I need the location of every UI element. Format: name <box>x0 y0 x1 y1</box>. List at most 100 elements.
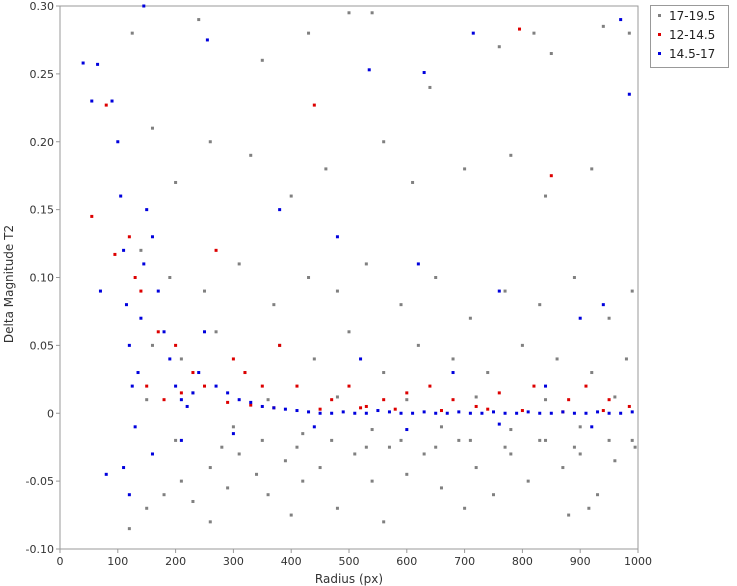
data-point-series-2 <box>243 371 247 375</box>
data-point-series-2 <box>330 398 334 402</box>
y-tick-label: 0.10 <box>30 272 55 285</box>
data-point-series-3 <box>98 289 102 293</box>
data-point-series-3 <box>627 92 631 96</box>
data-point-series-1 <box>624 357 628 361</box>
data-point-series-3 <box>191 391 195 395</box>
data-point-series-1 <box>596 493 600 497</box>
data-point-series-1 <box>266 493 270 497</box>
data-point-series-3 <box>584 411 588 415</box>
data-point-series-3 <box>561 410 565 414</box>
data-point-series-3 <box>471 31 475 35</box>
data-point-series-3 <box>136 371 140 375</box>
data-point-series-2 <box>359 406 363 410</box>
data-point-series-2 <box>113 252 117 256</box>
data-point-series-1 <box>231 425 235 429</box>
data-point-series-1 <box>578 425 582 429</box>
data-point-series-1 <box>509 153 513 157</box>
data-point-series-3 <box>96 62 100 66</box>
x-tick-label: 900 <box>570 555 591 568</box>
data-point-series-3 <box>607 411 611 415</box>
data-point-series-3 <box>353 411 357 415</box>
data-point-series-3 <box>359 357 363 361</box>
data-point-series-3 <box>214 384 218 388</box>
data-point-series-3 <box>619 18 623 22</box>
data-point-series-3 <box>142 262 146 266</box>
data-point-series-1 <box>509 452 513 456</box>
data-point-series-3 <box>422 410 426 414</box>
data-point-series-1 <box>335 395 339 399</box>
data-point-series-1 <box>364 262 368 266</box>
data-point-series-2 <box>156 330 160 334</box>
data-point-series-3 <box>307 410 311 414</box>
data-point-series-1 <box>474 395 478 399</box>
x-tick-label: 700 <box>454 555 475 568</box>
data-point-series-1 <box>503 445 507 449</box>
data-point-series-2 <box>584 384 588 388</box>
x-tick-label: 0 <box>57 555 64 568</box>
data-point-series-1 <box>439 486 443 490</box>
data-point-series-1 <box>260 58 264 62</box>
data-point-series-3 <box>457 410 461 414</box>
data-point-series-3 <box>162 330 166 334</box>
x-tick-label: 400 <box>281 555 302 568</box>
legend-label-series-3: 14.5-17 <box>669 46 716 61</box>
data-point-series-1 <box>590 371 594 375</box>
data-point-series-3 <box>226 391 230 395</box>
data-point-series-1 <box>272 303 276 307</box>
data-point-series-1 <box>174 438 178 442</box>
data-point-series-1 <box>439 425 443 429</box>
data-point-series-3 <box>122 466 126 470</box>
data-point-series-2 <box>497 391 501 395</box>
data-point-series-1 <box>370 479 374 483</box>
data-point-series-3 <box>278 208 282 212</box>
data-point-series-1 <box>150 343 154 347</box>
legend-label-series-1: 17-19.5 <box>669 8 716 23</box>
x-axis-ticks: 0 100 200 300 400 500 600 700 800 900 1000 <box>57 549 652 568</box>
data-point-series-3 <box>341 410 345 414</box>
data-point-series-1 <box>627 31 631 35</box>
data-point-series-1 <box>572 445 576 449</box>
data-point-series-1 <box>179 357 183 361</box>
legend-marker-series-1 <box>658 14 661 17</box>
data-point-series-3 <box>330 411 334 415</box>
data-point-series-3 <box>468 411 472 415</box>
data-point-series-1 <box>249 153 253 157</box>
data-point-series-1 <box>503 289 507 293</box>
data-point-series-3 <box>480 411 484 415</box>
data-point-series-1 <box>428 85 432 89</box>
data-point-series-1 <box>538 303 542 307</box>
data-point-series-1 <box>486 371 490 375</box>
data-point-series-1 <box>370 11 374 15</box>
data-point-series-3 <box>422 71 426 75</box>
data-point-series-1 <box>382 520 386 524</box>
data-point-series-2 <box>162 398 166 402</box>
data-point-series-3 <box>104 472 108 476</box>
data-point-series-3 <box>127 493 131 497</box>
legend-item-series-1: 17-19.5 <box>651 6 728 25</box>
data-point-series-1 <box>630 438 634 442</box>
data-point-series-1 <box>130 31 134 35</box>
data-point-series-3 <box>174 384 178 388</box>
data-point-series-1 <box>463 506 467 510</box>
data-point-series-1 <box>364 445 368 449</box>
data-point-series-1 <box>497 45 501 49</box>
data-point-series-3 <box>367 68 371 72</box>
data-point-series-2 <box>486 407 490 411</box>
data-point-series-1 <box>335 506 339 510</box>
data-point-series-1 <box>203 289 206 293</box>
data-point-series-3 <box>515 411 519 415</box>
data-point-series-3 <box>572 411 576 415</box>
data-point-series-2 <box>179 391 183 395</box>
data-point-series-3 <box>185 404 189 408</box>
plot-area <box>59 5 639 550</box>
data-point-series-2 <box>627 404 631 408</box>
x-axis-label: Radius (px) <box>315 572 383 586</box>
data-point-series-2 <box>474 404 478 408</box>
data-point-series-1 <box>630 289 634 293</box>
data-point-series-2 <box>382 398 386 402</box>
data-point-series-3 <box>630 410 634 414</box>
data-point-series-2 <box>405 391 409 395</box>
data-point-series-3 <box>497 289 501 293</box>
data-point-series-2 <box>226 400 230 404</box>
